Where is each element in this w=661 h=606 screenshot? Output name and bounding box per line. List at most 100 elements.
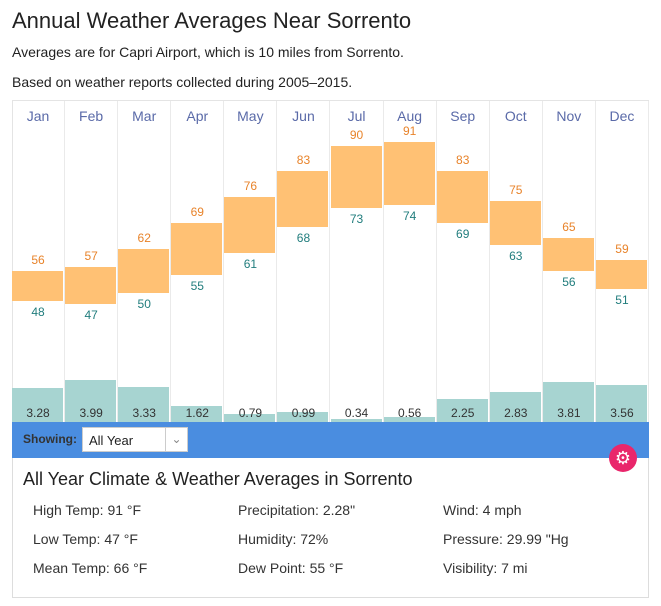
month-label: Feb [79, 108, 104, 124]
showing-bar: Showing: All Year ⌄ [12, 422, 649, 458]
month-column: May 76 61 0.79 [224, 101, 278, 423]
month-label: Jul [347, 108, 366, 124]
month-label: Oct [504, 108, 527, 124]
high-temp-label: 62 [137, 230, 151, 245]
month-label: May [237, 108, 264, 124]
precip-bar [277, 412, 329, 423]
averages-panel: All Year Climate & Weather Averages in S… [12, 458, 649, 598]
precip-label: 3.81 [557, 406, 581, 420]
stat-item: Humidity: 72% [238, 531, 329, 547]
precip-label: 3.33 [132, 406, 156, 420]
subtitle-airport: Averages are for Capri Airport, which is… [12, 44, 404, 60]
temp-range-bar [65, 267, 117, 305]
high-temp-label: 65 [562, 219, 576, 234]
precip-label: 2.83 [504, 406, 528, 420]
chevron-down-icon[interactable]: ⌄ [165, 428, 187, 451]
precip-label: 1.62 [185, 406, 209, 420]
high-temp-label: 83 [456, 153, 470, 168]
temp-range-bar [489, 200, 541, 246]
month-label: Jun [292, 108, 315, 124]
month-label: Aug [397, 108, 423, 124]
low-temp-label: 50 [137, 297, 151, 312]
precip-label: 2.25 [451, 406, 475, 420]
showing-label: Showing: [23, 432, 77, 446]
subtitle-period: Based on weather reports collected durin… [12, 74, 353, 90]
stat-item: Low Temp: 47 °F [33, 531, 138, 547]
high-temp-label: 57 [84, 249, 98, 264]
period-select-value: All Year [89, 433, 134, 448]
low-temp-label: 68 [296, 230, 311, 245]
precip-label: 0.79 [238, 406, 263, 420]
month-column: Aug 91 74 0.56 [383, 101, 437, 423]
high-temp-label: 83 [296, 153, 311, 168]
low-temp-label: 63 [509, 249, 523, 264]
stat-item: Wind: 4 mph [443, 502, 522, 518]
high-temp-label: 69 [190, 205, 204, 220]
high-temp-label: 56 [31, 253, 45, 267]
period-select[interactable]: All Year ⌄ [82, 427, 188, 452]
precip-label: 0.56 [397, 406, 422, 420]
precip-bar [383, 416, 435, 423]
stat-item: Dew Point: 55 °F [238, 560, 344, 576]
temp-range-bar [542, 237, 594, 271]
precip-bar [12, 387, 64, 423]
high-temp-label: 59 [615, 241, 629, 256]
temp-range-bar [595, 259, 647, 290]
precip-bar [436, 398, 488, 423]
month-label: Sep [450, 108, 476, 124]
precip-bar [542, 381, 594, 423]
precip-bar [65, 379, 117, 423]
month-column: Oct 75 63 2.83 [489, 101, 543, 423]
precip-bar [330, 419, 382, 423]
low-temp-label: 55 [190, 278, 204, 293]
temp-range-bar [118, 248, 170, 294]
stat-item: Pressure: 29.99 "Hg [443, 531, 569, 547]
month-label: Apr [186, 108, 209, 124]
low-temp-label: 47 [84, 308, 98, 323]
temp-range-bar [224, 197, 276, 253]
temp-range-bar [383, 141, 435, 205]
month-label: Nov [556, 108, 582, 124]
month-column: Apr 69 55 1.62 [171, 101, 225, 423]
high-temp-label: 76 [243, 179, 258, 194]
low-temp-label: 51 [615, 293, 629, 308]
month-label: Dec [609, 108, 635, 124]
precip-label: 3.99 [79, 406, 103, 420]
month-column: Jul 90 73 0.34 [330, 101, 384, 423]
precip-label: 3.56 [610, 406, 634, 420]
precip-label: 0.34 [344, 406, 369, 420]
panel-title: All Year Climate & Weather Averages in S… [23, 469, 413, 489]
stat-item: Precipitation: 2.28" [238, 502, 356, 518]
precip-bar [171, 405, 223, 423]
page-title: Annual Weather Averages Near Sorrento [12, 8, 412, 33]
temp-range-bar [277, 171, 329, 227]
temp-range-bar [330, 145, 382, 209]
temp-range-bar [171, 223, 223, 275]
month-column: Dec 59 51 3.56 [595, 101, 649, 423]
low-temp-label: 48 [31, 304, 45, 319]
stat-item: Mean Temp: 66 °F [33, 560, 148, 576]
month-column: Sep 83 69 2.25 [436, 101, 490, 423]
low-temp-label: 74 [402, 208, 417, 223]
precip-bar [224, 414, 276, 423]
precip-bar [118, 387, 170, 423]
high-temp-label: 75 [509, 182, 523, 197]
precip-label: 0.99 [291, 406, 316, 420]
month-column: Jun 83 68 0.99 [277, 101, 331, 423]
gear-icon[interactable]: ⚙ [609, 444, 637, 472]
month-label: Mar [132, 108, 157, 124]
month-column: Feb 57 47 3.99 [65, 101, 119, 423]
stat-item: Visibility: 7 mi [443, 560, 528, 576]
stat-item: High Temp: 91 °F [33, 502, 142, 518]
month-column: Nov 65 56 3.81 [542, 101, 596, 423]
low-temp-label: 56 [562, 275, 576, 289]
high-temp-label: 91 [402, 123, 417, 138]
high-temp-label: 90 [349, 127, 364, 142]
low-temp-label: 73 [349, 212, 364, 227]
low-temp-label: 69 [456, 227, 470, 242]
precip-label: 3.28 [26, 406, 50, 420]
month-column: Jan 56 48 3.28 [12, 101, 66, 423]
temp-range-bar [436, 171, 488, 224]
month-label: Jan [26, 108, 50, 124]
precip-bar [489, 392, 541, 423]
